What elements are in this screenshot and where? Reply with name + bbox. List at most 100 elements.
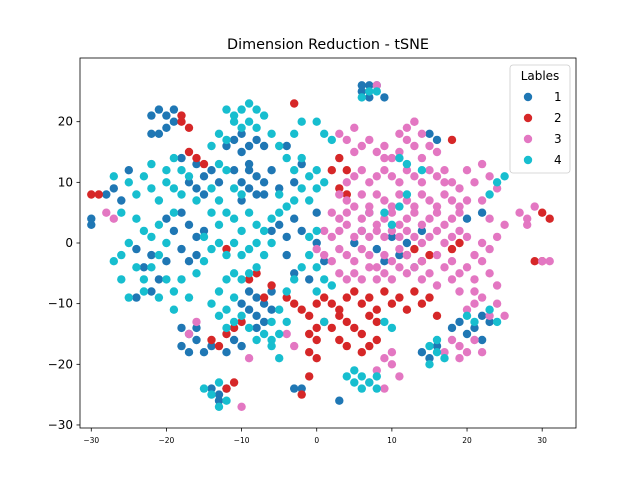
point-series-4 (229, 111, 239, 120)
point-series-2 (312, 323, 321, 333)
legend-label-2: 2 (554, 111, 562, 125)
legend-entries: 1 2 3 4 (523, 90, 562, 167)
point-series-4 (237, 190, 246, 199)
point-series-1 (162, 257, 171, 266)
point-series-2 (312, 335, 321, 345)
point-series-4 (290, 129, 299, 138)
point-series-3 (402, 196, 412, 205)
point-series-1 (162, 123, 171, 132)
point-series-3 (447, 275, 457, 284)
point-series-4 (305, 250, 314, 260)
point-series-4 (357, 93, 366, 102)
point-series-3 (462, 196, 472, 205)
point-series-4 (132, 190, 141, 199)
point-series-3 (447, 196, 457, 205)
point-series-3 (417, 257, 427, 266)
point-series-4 (154, 196, 164, 205)
point-series-1 (87, 214, 96, 223)
point-series-4 (312, 166, 321, 175)
point-series-3 (440, 263, 449, 272)
point-series-4 (290, 275, 299, 284)
point-series-3 (425, 166, 434, 175)
point-series-3 (335, 214, 344, 223)
point-series-3 (327, 232, 336, 242)
point-series-2 (357, 348, 366, 357)
point-series-4 (387, 220, 397, 229)
point-series-2 (184, 147, 194, 157)
point-series-1 (305, 275, 314, 284)
point-series-1 (297, 226, 306, 236)
point-series-1 (290, 269, 299, 278)
point-series-4 (259, 111, 269, 120)
point-series-4 (117, 250, 126, 260)
point-series-4 (312, 184, 321, 193)
point-series-3 (380, 384, 389, 393)
point-series-3 (440, 348, 449, 357)
point-series-4 (327, 135, 336, 145)
point-series-4 (222, 105, 231, 114)
point-series-4 (207, 390, 216, 399)
point-series-1 (184, 178, 194, 187)
point-series-4 (184, 172, 194, 181)
point-series-4 (229, 238, 239, 248)
point-series-3 (425, 269, 434, 278)
point-series-3 (342, 208, 351, 217)
point-series-3 (395, 190, 404, 199)
point-series-4 (350, 366, 359, 375)
point-series-3 (192, 317, 201, 327)
point-series-4 (402, 159, 412, 169)
point-series-1 (275, 220, 284, 229)
point-series-4 (192, 196, 201, 205)
point-series-4 (207, 208, 216, 217)
point-series-4 (199, 232, 209, 242)
point-series-2 (335, 184, 344, 193)
point-series-2 (425, 293, 434, 302)
point-series-3 (365, 232, 374, 242)
point-series-3 (432, 202, 442, 211)
point-series-4 (214, 378, 224, 387)
point-series-3 (455, 341, 464, 351)
point-series-4 (282, 287, 291, 296)
point-series-3 (372, 220, 381, 229)
point-series-4 (417, 166, 427, 175)
point-series-3 (440, 166, 449, 175)
point-series-4 (500, 172, 509, 181)
point-series-3 (425, 196, 434, 205)
point-series-1 (237, 299, 246, 308)
x-axis: −30 −20 −10 0 10 20 30 (83, 428, 547, 445)
point-series-1 (282, 232, 291, 242)
point-series-4 (237, 250, 246, 260)
point-series-1 (455, 317, 464, 327)
point-series-3 (410, 263, 419, 272)
point-series-3 (447, 178, 457, 187)
point-series-2 (342, 341, 351, 351)
point-series-3 (357, 190, 366, 199)
point-series-4 (147, 184, 156, 193)
point-series-3 (417, 238, 427, 248)
point-series-4 (425, 360, 434, 369)
point-series-4 (169, 153, 179, 163)
point-series-3 (357, 244, 366, 254)
point-series-3 (365, 250, 374, 260)
point-series-4 (492, 317, 502, 327)
point-series-3 (335, 129, 344, 138)
point-series-4 (305, 232, 314, 242)
point-series-3 (402, 269, 412, 278)
point-series-3 (402, 226, 412, 236)
point-series-3 (492, 232, 502, 242)
point-series-1 (87, 220, 96, 229)
point-series-3 (237, 402, 246, 411)
point-series-2 (290, 299, 299, 308)
point-series-1 (109, 184, 119, 193)
point-series-4 (259, 329, 269, 339)
point-series-3 (462, 305, 472, 314)
point-series-1 (477, 335, 487, 345)
point-series-3 (365, 263, 374, 272)
point-series-3 (417, 129, 427, 138)
point-series-4 (222, 135, 231, 145)
point-series-2 (417, 299, 427, 308)
point-series-4 (117, 275, 126, 284)
point-series-4 (297, 263, 306, 272)
point-series-3 (470, 178, 479, 187)
point-series-4 (275, 190, 284, 199)
